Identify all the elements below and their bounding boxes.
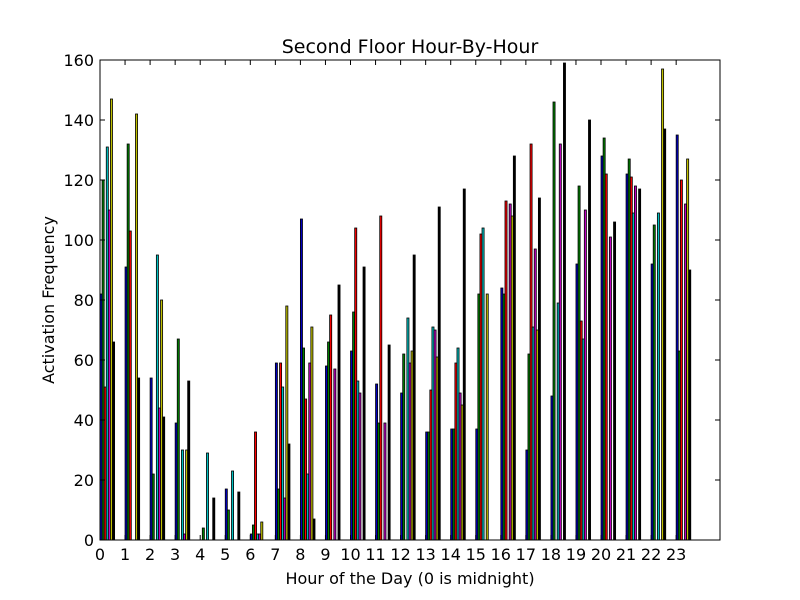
y-tick-label: 120	[63, 171, 94, 190]
y-tick-label: 40	[74, 411, 94, 430]
bar-s1-h12	[402, 353, 406, 541]
x-tick-label: 16	[491, 545, 511, 564]
bar-s6-h18	[563, 62, 566, 541]
bar-s6-h1	[137, 377, 141, 541]
bar-s1-h18	[552, 101, 556, 541]
x-axis-label: Hour of the Day (0 is midnight)	[285, 569, 534, 588]
y-tick-label: 0	[84, 531, 94, 550]
bar-s2-h1	[128, 230, 132, 541]
x-tick-label: 20	[591, 545, 611, 564]
bar-s4-h11	[383, 422, 387, 541]
x-axis: 0 1 2 3 4 5 6 7 8 9 10 11 12 13 14 15 16 17 18 19 20 21 22 23	[95, 60, 686, 564]
bar-s4-h10	[358, 392, 362, 541]
x-tick-label: 1	[120, 545, 130, 564]
bar-s2-h11	[379, 215, 383, 541]
bar-s4-h21	[634, 185, 637, 541]
bar-s3-h3	[181, 449, 184, 541]
bar-s1-h5	[226, 509, 230, 541]
bar-s6-h13	[437, 206, 441, 541]
bar-s6-h0	[112, 341, 116, 541]
bar-s4-h20	[608, 236, 612, 541]
x-tick-label: 19	[566, 545, 586, 564]
x-tick-label: 22	[641, 545, 661, 564]
y-tick-label: 80	[74, 291, 94, 310]
bar-s4-h18	[558, 143, 562, 541]
bar-s2-h6	[254, 431, 257, 541]
bar-s6-h12	[412, 254, 416, 541]
bar-s6-h11	[387, 344, 391, 541]
bar-s6-h7	[287, 443, 291, 541]
bar-s6-h8	[312, 518, 316, 541]
bar-s5-h15	[485, 293, 489, 541]
bar-s6-h22	[663, 128, 667, 541]
bar-s6-h16	[512, 155, 516, 541]
bar-s2-h16	[504, 200, 508, 541]
x-tick-label: 0	[95, 545, 105, 564]
y-axis: 0 20 40 60 80 100 120 140 160	[63, 51, 720, 550]
bar-s2-h20	[604, 173, 608, 541]
bar-s2-h23	[679, 179, 683, 541]
bar-s3-h15	[481, 227, 485, 541]
bar-s6-h10	[362, 266, 366, 541]
bar-s5-h6	[260, 521, 264, 541]
bar-s1-h22	[652, 224, 656, 541]
x-tick-label: 5	[220, 545, 230, 564]
bar-s6-h4	[212, 497, 216, 541]
bar-s1-h2	[151, 473, 155, 541]
x-tick-label: 21	[616, 545, 636, 564]
bar-s2-h9	[329, 314, 333, 541]
y-tick-label: 160	[63, 51, 94, 70]
x-tick-label: 18	[541, 545, 561, 564]
x-tick-label: 12	[390, 545, 410, 564]
x-tick-label: 11	[365, 545, 385, 564]
y-axis-label: Activation Frequency	[39, 216, 58, 384]
bar-s3-h22	[656, 212, 660, 541]
x-tick-label: 6	[245, 545, 255, 564]
bar-s6-h9	[337, 284, 341, 541]
x-tick-label: 23	[666, 545, 686, 564]
bar-s6-h19	[588, 119, 591, 541]
x-tick-label: 9	[320, 545, 330, 564]
x-tick-label: 14	[441, 545, 461, 564]
bar-s6-h5	[237, 491, 241, 541]
x-tick-label: 8	[295, 545, 305, 564]
x-tick-label: 2	[145, 545, 155, 564]
bar-s6-h21	[638, 188, 642, 541]
x-tick-label: 3	[170, 545, 180, 564]
bar-s4-h19	[583, 209, 587, 541]
x-tick-label: 10	[340, 545, 360, 564]
bar-s6-h3	[187, 380, 191, 541]
bar-s1-h3	[176, 338, 180, 541]
bar-s1-h4	[201, 527, 205, 541]
bar-s6-h2	[162, 416, 166, 541]
x-tick-label: 15	[466, 545, 486, 564]
x-tick-label: 4	[195, 545, 205, 564]
x-tick-label: 13	[415, 545, 435, 564]
x-tick-label: 17	[516, 545, 536, 564]
x-tick-label: 7	[270, 545, 280, 564]
chart-title: Second Floor Hour-By-Hour	[282, 36, 539, 58]
y-tick-label: 60	[74, 351, 94, 370]
y-tick-label: 140	[63, 111, 94, 130]
bar-s6-h14	[462, 188, 466, 541]
y-tick-label: 20	[74, 471, 94, 490]
bar-s5-h8	[310, 326, 314, 541]
bar-s4-h9	[333, 368, 337, 541]
bar-s3-h4	[206, 452, 209, 541]
bar-s6-h23	[688, 269, 692, 541]
bar-s6-h17	[537, 197, 541, 541]
y-tick-label: 100	[63, 231, 94, 250]
bar-s3-h5	[231, 470, 234, 541]
bar-s6-h20	[613, 221, 617, 541]
